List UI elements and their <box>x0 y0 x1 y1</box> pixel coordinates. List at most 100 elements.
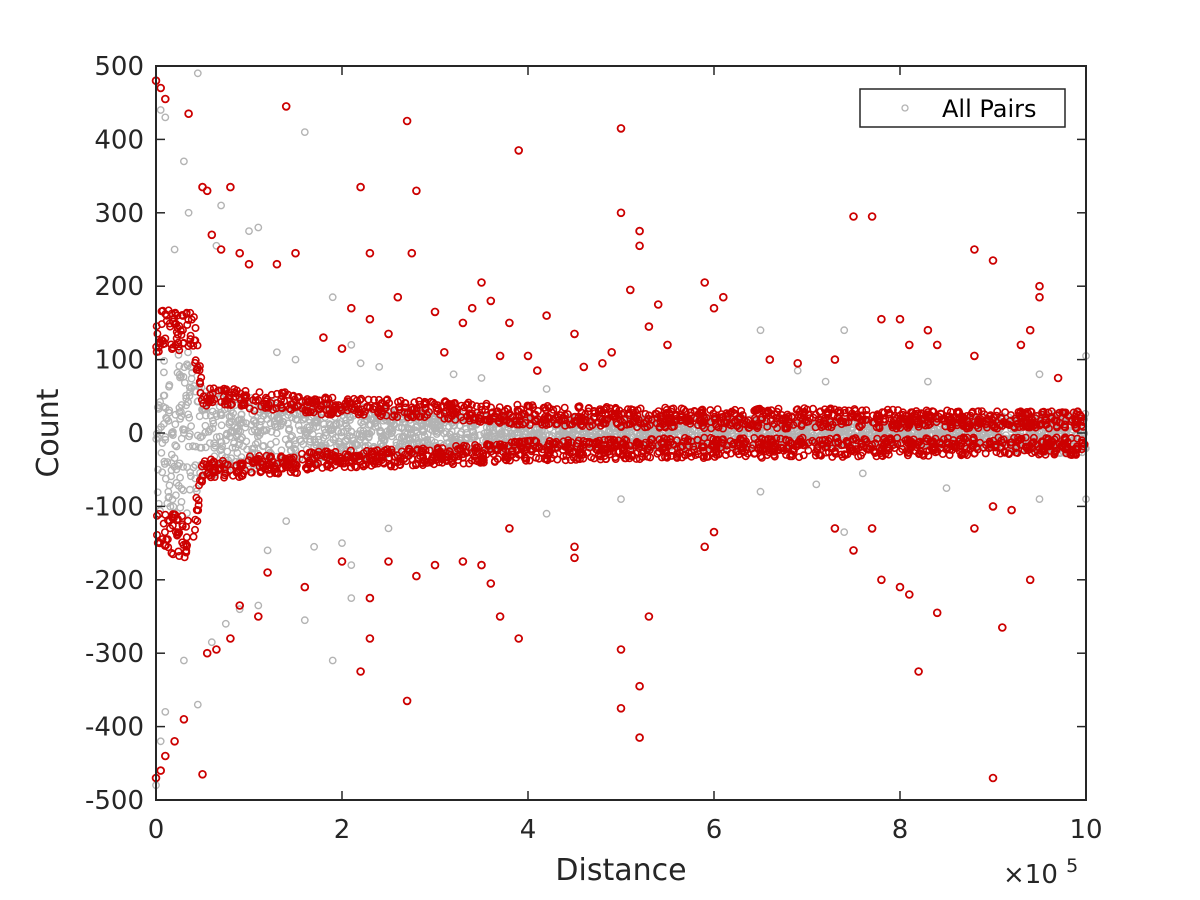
scatter-point-highlighted <box>627 450 636 459</box>
scatter-point-highlighted <box>552 405 561 414</box>
scatter-point-highlighted <box>306 407 315 416</box>
scatter-point-all-pairs <box>295 435 304 444</box>
scatter-point-all-pairs <box>226 428 235 437</box>
scatter-point-all-pairs <box>222 436 231 445</box>
scatter-point-highlighted <box>713 405 722 414</box>
scatter-point-highlighted <box>465 409 474 418</box>
scatter-point-highlighted <box>417 446 426 455</box>
scatter-point-all-pairs <box>293 415 302 424</box>
scatter-point-highlighted <box>369 395 378 404</box>
scatter-point-all-pairs <box>384 524 393 533</box>
scatter-point-highlighted <box>1030 447 1039 456</box>
scatter-point-highlighted <box>992 448 1001 457</box>
scatter-point-all-pairs <box>161 435 170 444</box>
scatter-point-highlighted <box>711 414 720 423</box>
scatter-point-all-pairs <box>185 413 194 422</box>
scatter-point-highlighted <box>277 403 286 412</box>
scatter-point-all-pairs <box>234 416 243 425</box>
scatter-point-highlighted <box>364 395 373 404</box>
scatter-point-all-pairs <box>188 442 197 451</box>
scatter-point-highlighted <box>472 402 481 411</box>
scatter-point-highlighted <box>885 444 894 453</box>
scatter-point-highlighted <box>327 449 336 458</box>
scatter-point-all-pairs <box>276 409 285 418</box>
scatter-point-all-pairs <box>449 370 458 379</box>
scatter-point-all-pairs <box>326 421 335 429</box>
scatter-point-all-pairs <box>513 428 522 437</box>
scatter-point-highlighted <box>1050 435 1059 444</box>
scatter-point-highlighted <box>611 453 620 462</box>
scatter-point-highlighted <box>893 433 902 442</box>
scatter-point-highlighted <box>661 423 670 432</box>
scatter-point-all-pairs <box>281 435 290 444</box>
scatter-point-highlighted <box>1067 434 1076 443</box>
scatter-point-highlighted <box>368 450 377 459</box>
scatter-point-highlighted <box>258 460 267 469</box>
scatter-point-highlighted <box>536 418 545 427</box>
scatter-point-all-pairs <box>179 656 188 665</box>
scatter-point-all-pairs <box>174 350 183 359</box>
scatter-point-highlighted <box>1022 407 1031 416</box>
scatter-point-highlighted <box>379 458 388 467</box>
scatter-point-highlighted <box>189 313 198 322</box>
scatter-point-all-pairs <box>193 700 202 709</box>
scatter-point-highlighted <box>783 424 792 433</box>
scatter-point-highlighted <box>363 403 372 412</box>
scatter-point-all-pairs <box>229 409 238 418</box>
scatter-point-highlighted <box>568 448 577 457</box>
scatter-point-highlighted <box>577 420 586 429</box>
scatter-point-highlighted <box>438 444 447 453</box>
scatter-point-highlighted <box>352 396 361 405</box>
scatter-point-highlighted <box>553 443 562 452</box>
scatter-point-highlighted <box>699 453 708 462</box>
scatter-point-all-pairs <box>242 419 251 428</box>
scatter-point-highlighted <box>426 397 435 406</box>
scatter-point-highlighted <box>478 456 487 465</box>
scatter-point-highlighted <box>521 456 530 465</box>
scatter-point-highlighted <box>672 411 681 420</box>
scatter-point-all-pairs <box>235 605 244 614</box>
scatter-point-highlighted <box>167 548 176 557</box>
scatter-point-all-pairs <box>377 434 386 443</box>
scatter-point-highlighted <box>347 463 356 472</box>
scatter-point-highlighted <box>750 433 759 442</box>
scatter-point-highlighted <box>545 403 554 412</box>
scatter-point-highlighted <box>346 446 355 455</box>
scatter-point-all-pairs <box>364 429 372 438</box>
scatter-point-highlighted <box>450 409 459 418</box>
scatter-point-highlighted <box>250 406 259 415</box>
scatter-point-all-pairs <box>321 428 330 437</box>
scatter-point-all-pairs <box>383 430 392 439</box>
scatter-point-highlighted <box>543 401 552 410</box>
scatter-point-all-pairs <box>821 377 830 386</box>
scatter-point-highlighted <box>312 452 321 461</box>
scatter-point-highlighted <box>635 440 644 449</box>
scatter-point-highlighted <box>444 399 453 408</box>
scatter-point-all-pairs <box>346 416 354 424</box>
scatter-point-highlighted <box>632 439 641 448</box>
scatter-point-highlighted <box>907 408 916 417</box>
scatter-point-all-pairs <box>189 463 198 472</box>
scatter-point-all-pairs <box>338 539 346 547</box>
scatter-point-highlighted <box>158 306 167 315</box>
scatter-point-highlighted <box>614 436 623 445</box>
scatter-point-all-pairs <box>930 424 938 433</box>
scatter-point-highlighted <box>302 464 311 473</box>
scatter-point-all-pairs <box>177 434 186 443</box>
scatter-point-all-pairs <box>282 517 291 525</box>
scatter-point-highlighted <box>735 424 744 433</box>
scatter-point-highlighted <box>408 405 417 414</box>
scatter-point-all-pairs <box>172 442 181 451</box>
scatter-point-all-pairs <box>450 433 459 442</box>
scatter-point-all-pairs <box>158 468 167 477</box>
scatter-point-highlighted <box>543 456 552 465</box>
scatter-point-highlighted <box>833 413 842 422</box>
scatter-point-all-pairs <box>802 428 811 437</box>
scatter-point-all-pairs <box>396 442 404 451</box>
scatter-point-highlighted <box>826 417 835 426</box>
scatter-point-highlighted <box>448 452 457 461</box>
scatter-point-all-pairs <box>399 418 407 427</box>
scatter-point-highlighted <box>585 438 594 447</box>
scatter-point-highlighted <box>918 420 927 429</box>
scatter-point-all-pairs <box>187 422 196 431</box>
